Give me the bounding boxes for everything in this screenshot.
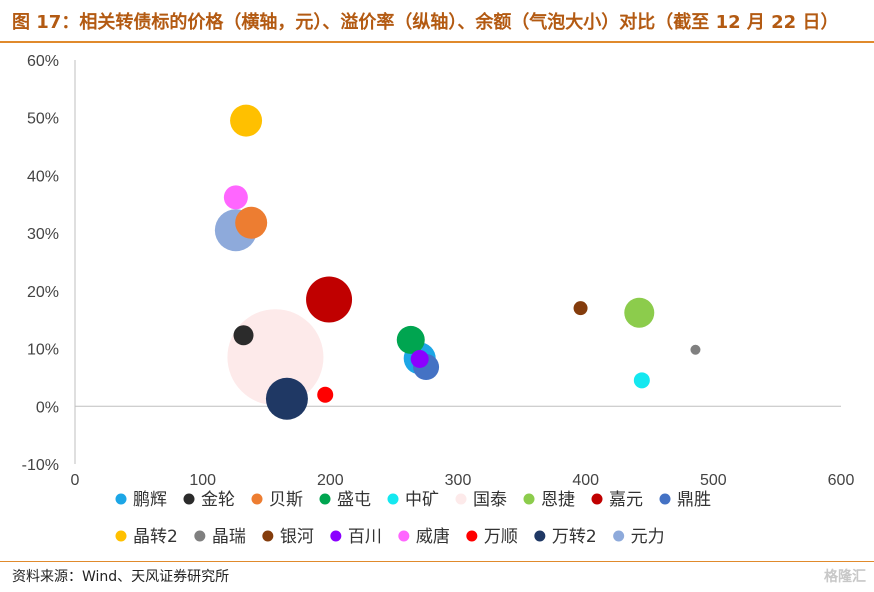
legend-label: 中矿	[405, 490, 439, 510]
bubble-晶瑞	[690, 344, 701, 355]
source-note: 资料来源：Wind、天风证券研究所	[12, 569, 230, 585]
legend-marker	[115, 493, 127, 505]
legend-item-嘉元: 嘉元	[591, 490, 643, 510]
bubble-嘉元	[306, 276, 353, 323]
legend-item-贝斯: 贝斯	[251, 490, 303, 510]
legend-marker	[194, 530, 206, 542]
x-tick-label: 300	[445, 472, 472, 489]
watermark-logo: 格隆汇	[824, 569, 866, 585]
legend-item-晶瑞: 晶瑞	[194, 527, 246, 547]
x-tick-label: 100	[189, 472, 216, 489]
bubble-金轮	[233, 325, 254, 346]
y-tick-label: 60%	[27, 53, 59, 70]
legend-marker	[613, 530, 625, 542]
bubble-贝斯	[235, 206, 268, 239]
bubble-chart: -10% 0% 10% 20% 30% 40% 50% 60% 0 100 200 300 400 500…	[22, 53, 855, 547]
legend-item-鼎胜: 鼎胜	[659, 490, 711, 510]
legend-label: 国泰	[473, 490, 507, 510]
legend-label: 银河	[280, 527, 314, 547]
legend-item-恩捷: 恩捷	[523, 490, 575, 510]
legend-marker	[455, 493, 467, 505]
bubble-中矿	[633, 372, 650, 389]
legend-marker	[319, 493, 331, 505]
legend-item-银河: 银河	[262, 527, 314, 547]
x-tick-label: 600	[828, 472, 855, 489]
legend-marker	[330, 530, 342, 542]
legend-marker	[251, 493, 263, 505]
y-tick-label: 10%	[27, 342, 59, 359]
legend-item-万顺: 万顺	[466, 527, 518, 547]
legend-label: 威唐	[416, 526, 450, 547]
chart-axes: -10% 0% 10% 20% 30% 40% 50% 60% 0 100 200 300 400 500…	[22, 53, 855, 489]
y-tick-label: 20%	[27, 284, 59, 301]
x-tick-label: 0	[71, 472, 80, 489]
legend-label: 金轮	[201, 490, 235, 510]
legend-item-中矿: 中矿	[387, 490, 439, 510]
x-tick-label: 500	[700, 472, 727, 489]
y-tick-label: 0%	[36, 399, 59, 416]
y-tick-label: 30%	[27, 226, 59, 243]
legend-item-晶转2: 晶转2	[115, 527, 178, 547]
legend-label: 贝斯	[269, 490, 303, 510]
y-tick-label: 50%	[27, 111, 59, 128]
bubble-银河	[573, 301, 588, 316]
footer-divider	[0, 561, 874, 562]
legend-item-百川: 百川	[330, 527, 382, 547]
legend-marker	[262, 530, 274, 542]
legend-label: 嘉元	[609, 490, 643, 510]
legend-item-威唐: 威唐	[398, 526, 450, 547]
legend-item-鹏辉: 鹏辉	[115, 490, 167, 510]
bubble-万转2	[265, 377, 308, 420]
legend-label: 万顺	[484, 527, 518, 547]
y-tick-label: 40%	[27, 168, 59, 185]
legend-marker	[659, 493, 671, 505]
legend-marker	[115, 530, 127, 542]
bubble-盛屯	[396, 325, 425, 354]
x-tick-label: 400	[572, 472, 599, 489]
legend-item-金轮: 金轮	[183, 490, 235, 510]
legend-label: 盛屯	[337, 490, 371, 510]
legend-label: 晶转2	[133, 527, 178, 547]
legend-label: 恩捷	[541, 490, 575, 510]
legend-marker	[183, 493, 195, 505]
legend-label: 百川	[348, 527, 382, 547]
bubble-威唐	[223, 185, 248, 210]
legend-item-元力: 元力	[613, 527, 665, 547]
legend-item-盛屯: 盛屯	[319, 490, 371, 510]
chart-title: 图 17：相关转债标的价格（横轴，元）、溢价率（纵轴）、余额（气泡大小）对比（截…	[12, 12, 839, 33]
y-tick-label: -10%	[22, 457, 59, 474]
bubble-万顺	[317, 386, 334, 403]
legend-label: 晶瑞	[212, 527, 246, 547]
legend-label: 鼎胜	[677, 490, 711, 510]
legend-label: 元力	[631, 527, 665, 547]
bubble-恩捷	[624, 297, 655, 328]
legend-marker	[387, 493, 399, 505]
bubble-layer	[214, 104, 701, 420]
bubble-晶转2	[230, 104, 263, 137]
bubble-百川	[410, 349, 429, 368]
legend-item-万转2: 万转2	[534, 527, 597, 547]
legend-marker	[466, 530, 478, 542]
legend-marker	[534, 530, 546, 542]
legend-marker	[591, 493, 603, 505]
x-tick-label: 200	[317, 472, 344, 489]
legend-marker	[523, 493, 535, 505]
legend-label: 鹏辉	[133, 490, 167, 510]
legend-item-国泰: 国泰	[455, 490, 507, 510]
title-divider	[0, 41, 874, 43]
legend-marker	[398, 530, 410, 542]
legend-label: 万转2	[552, 527, 597, 547]
